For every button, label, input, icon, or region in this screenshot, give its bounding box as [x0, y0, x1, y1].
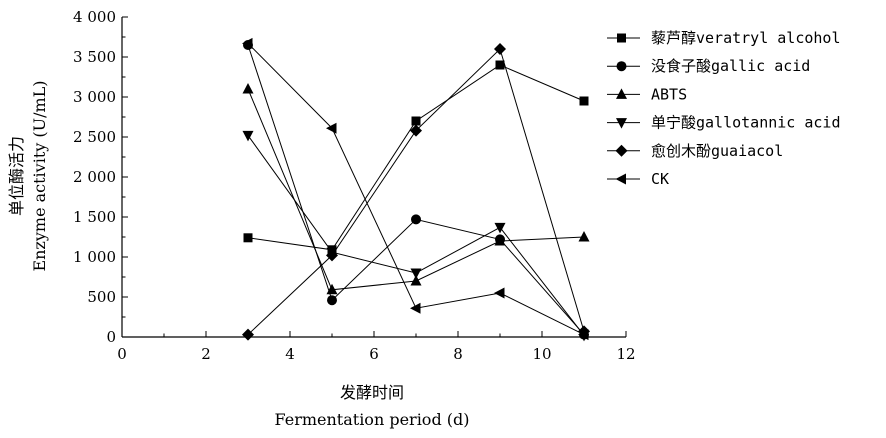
data-point	[494, 235, 506, 246]
legend-item: 没食子酸gallic acid	[607, 57, 810, 75]
series-diamond	[242, 43, 590, 341]
y-tick-label: 3 000	[73, 88, 116, 106]
legend: 藜芦醇veratryl alcohol 没食子酸gallic acid ABTS 单宁…	[607, 29, 841, 188]
legend-label: 没食子酸gallic acid	[651, 57, 810, 75]
series-line	[247, 43, 585, 336]
data-point	[243, 233, 253, 243]
x-tick-label: 10	[532, 345, 551, 363]
x-tick-label: 6	[369, 345, 379, 363]
legend-marker	[615, 173, 626, 185]
legend-item: 单宁酸gallotannic acid	[607, 114, 841, 132]
data-point	[494, 287, 505, 299]
data-point	[411, 116, 421, 126]
data-point	[495, 60, 505, 70]
legend-marker	[616, 61, 627, 72]
data-point	[494, 43, 506, 55]
legend-label: 单宁酸gallotannic acid	[651, 114, 841, 132]
legend-marker	[615, 144, 628, 157]
x-tick-label: 0	[117, 345, 127, 363]
data-point	[327, 295, 337, 306]
y-tick-label: 2 500	[73, 128, 116, 146]
legend-marker	[616, 118, 627, 129]
axes: 0 500 1 000 1 500 2 000 2 500 3 000 3 500 4 000 0…	[73, 8, 636, 363]
series-layer	[242, 37, 590, 342]
x-tick-label: 8	[453, 345, 463, 363]
legend-marker	[617, 33, 626, 43]
legend-item: CK	[607, 170, 669, 188]
data-point	[242, 83, 254, 94]
legend-item: 愈创木酚guaiacol	[607, 142, 783, 160]
x-tick-label: 12	[616, 345, 635, 363]
x-tick-label: 2	[201, 345, 211, 363]
data-point	[579, 96, 589, 106]
data-point	[411, 214, 421, 225]
data-point	[410, 302, 421, 314]
data-point	[410, 124, 422, 137]
data-point	[242, 37, 253, 49]
data-point	[578, 231, 590, 242]
data-point	[410, 275, 422, 286]
y-axis-title-cn: 单位酶活力	[7, 136, 26, 216]
y-tick-label: 0	[106, 328, 116, 346]
legend-label: CK	[651, 170, 669, 188]
y-tick-label: 500	[87, 288, 116, 306]
data-point	[326, 122, 337, 134]
series-triangle-up	[242, 83, 590, 295]
series-circle	[243, 40, 589, 340]
y-axis-title-en: Enzyme activity (U/mL)	[30, 80, 49, 271]
data-point	[326, 249, 338, 262]
data-point	[242, 328, 254, 341]
y-tick-label: 1 000	[73, 248, 116, 266]
legend-label: 藜芦醇veratryl alcohol	[651, 29, 841, 47]
legend-item: ABTS	[607, 85, 687, 103]
x-axis-title-en: Fermentation period (d)	[275, 410, 470, 429]
x-tick-label: 4	[285, 345, 295, 363]
data-point	[326, 283, 338, 295]
x-axis-title-cn: 发酵时间	[340, 383, 404, 402]
legend-label: ABTS	[651, 85, 687, 103]
data-point	[242, 130, 254, 142]
data-point	[410, 268, 422, 279]
y-tick-label: 1 500	[73, 208, 116, 226]
data-point	[494, 222, 506, 234]
data-point	[578, 329, 589, 341]
series-line	[247, 44, 585, 335]
series-square	[243, 60, 589, 255]
y-tick-label: 2 000	[73, 168, 116, 186]
legend-label: 愈创木酚guaiacol	[651, 142, 783, 160]
series-triangle-left	[242, 37, 589, 341]
series-line	[247, 48, 585, 335]
legend-item: 藜芦醇veratryl alcohol	[607, 29, 841, 47]
y-tick-label: 3 500	[73, 48, 116, 66]
y-tick-label: 4 000	[73, 8, 116, 26]
legend-marker	[616, 88, 627, 99]
